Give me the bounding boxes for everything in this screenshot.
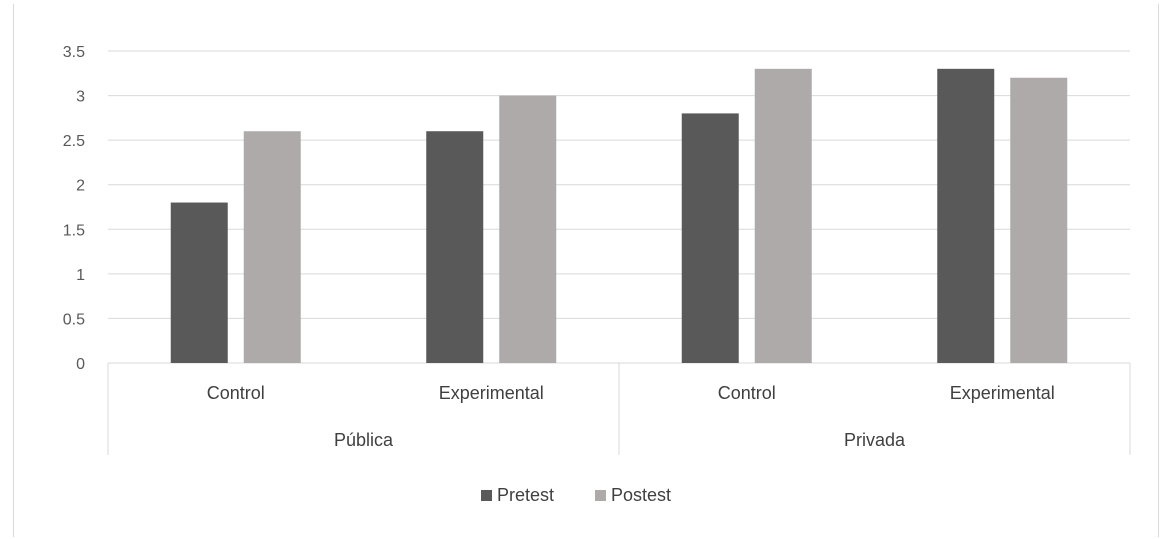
y-tick-label: 0 bbox=[76, 356, 85, 373]
legend-label-postest: Postest bbox=[611, 485, 671, 505]
legend-label-pretest: Pretest bbox=[497, 485, 554, 505]
bar-postest-1 bbox=[499, 95, 557, 364]
chart-frame bbox=[13, 4, 1159, 537]
bar-pretest-3 bbox=[937, 68, 995, 363]
y-axis: 0 0.5 1 1.5 2 2.5 3 3.5 bbox=[63, 44, 85, 373]
y-tick-label: 2.5 bbox=[63, 133, 85, 150]
bar-postest-3 bbox=[1010, 77, 1068, 363]
y-tick-label: 2 bbox=[76, 178, 85, 195]
y-tick-label: 3 bbox=[76, 89, 85, 106]
x-axis: Control Experimental Control Experimental Pú… bbox=[107, 363, 1131, 455]
legend: Pretest Postest bbox=[481, 485, 671, 505]
legend-swatch-postest bbox=[595, 490, 606, 501]
x-category-label: Control bbox=[718, 383, 776, 403]
y-tick-label: 1.5 bbox=[63, 222, 85, 239]
x-group-label: Privada bbox=[844, 430, 906, 450]
bars bbox=[170, 68, 1068, 364]
y-tick-label: 3.5 bbox=[63, 44, 85, 61]
bar-pretest-2 bbox=[681, 113, 739, 364]
legend-swatch-pretest bbox=[481, 490, 492, 501]
bar-postest-2 bbox=[754, 68, 812, 363]
x-category-label: Experimental bbox=[439, 383, 544, 403]
y-tick-label: 0.5 bbox=[63, 311, 85, 328]
x-category-label: Control bbox=[207, 383, 265, 403]
bar-pretest-1 bbox=[426, 131, 484, 363]
x-group-label: Pública bbox=[334, 430, 394, 450]
y-tick-label: 1 bbox=[76, 267, 85, 284]
bar-pretest-0 bbox=[170, 202, 228, 363]
bar-postest-0 bbox=[243, 131, 301, 363]
x-category-label: Experimental bbox=[950, 383, 1055, 403]
